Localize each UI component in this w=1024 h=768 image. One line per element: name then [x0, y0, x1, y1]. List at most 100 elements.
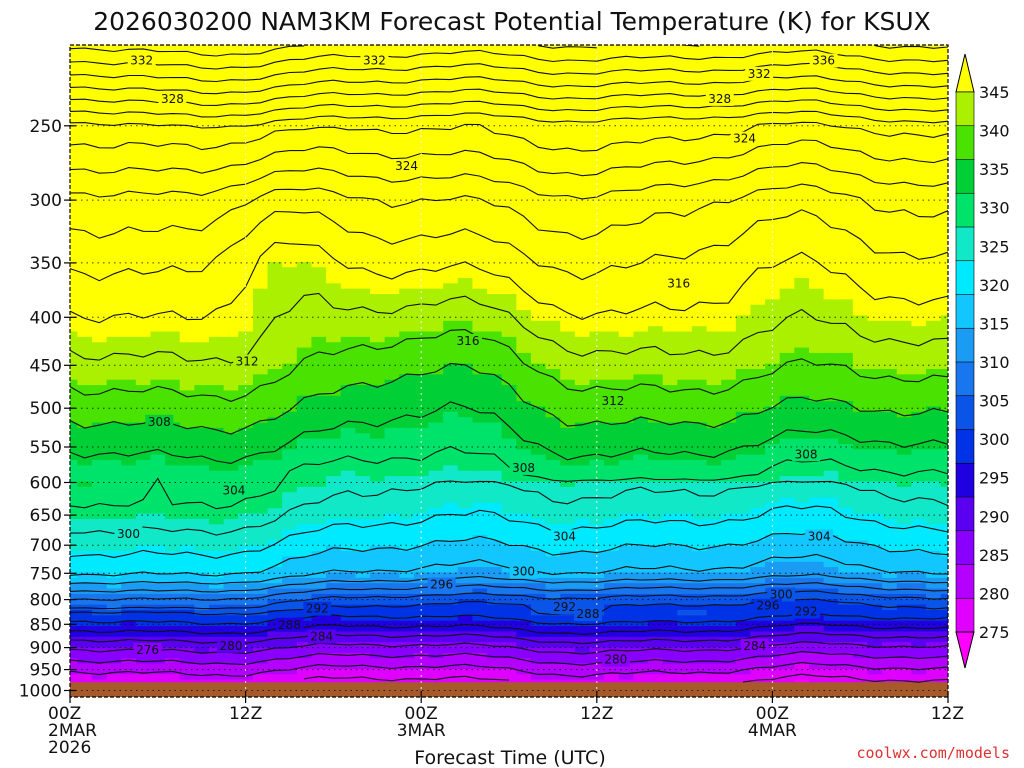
contour-band	[779, 497, 795, 536]
contour-band	[501, 583, 517, 595]
contour-band	[633, 583, 649, 595]
contour-band	[399, 551, 415, 579]
contour-band	[721, 45, 737, 333]
contour-band	[618, 679, 634, 685]
contour-band	[706, 604, 722, 627]
isentrope-280	[70, 651, 948, 666]
contour-band	[121, 593, 137, 606]
contour-band	[589, 331, 605, 381]
contour-band	[487, 604, 503, 622]
contour-band	[735, 674, 752, 685]
contour-band	[91, 604, 108, 616]
contour-band	[296, 486, 313, 525]
contour-label-text: 328	[161, 92, 184, 106]
contour-band	[443, 363, 459, 413]
contour-band	[648, 593, 664, 606]
colorbar-bottom-arrow	[955, 631, 975, 669]
contour-band	[252, 615, 269, 627]
contour-band	[648, 620, 664, 638]
contour-band	[326, 668, 342, 685]
contour-band	[223, 572, 239, 584]
contour-band	[940, 668, 948, 685]
contour-band	[355, 631, 371, 643]
contour-band	[384, 572, 400, 584]
contour-band	[896, 486, 913, 525]
contour-band	[589, 379, 605, 424]
contour-label: 300	[509, 564, 538, 579]
contour-band	[721, 481, 737, 515]
contour-band	[296, 620, 313, 633]
contour-band	[808, 626, 825, 643]
contour-band	[560, 679, 576, 685]
contour-band	[779, 288, 795, 354]
contour-band	[340, 652, 356, 670]
contour-label: 292	[792, 604, 821, 619]
contour-band	[179, 518, 195, 547]
contour-band	[911, 604, 927, 622]
contour-band	[428, 470, 444, 509]
contour-band	[662, 460, 678, 483]
contour-band	[121, 620, 137, 638]
contour-band	[926, 610, 942, 622]
contour-label: 276	[133, 642, 162, 657]
contour-band	[604, 636, 620, 649]
x-tick-label: 3MAR	[397, 721, 446, 741]
contour-band	[574, 336, 591, 386]
contour-band	[691, 647, 708, 665]
isentrope-328	[70, 110, 948, 129]
contour-band	[779, 631, 795, 643]
contour-band	[209, 626, 225, 638]
contour-label: 304	[219, 483, 248, 498]
contour-band	[165, 465, 181, 520]
contour-band	[604, 593, 620, 606]
contour-band	[428, 668, 444, 685]
contour-band	[735, 513, 752, 547]
contour-label-bg	[233, 354, 262, 369]
contour-band	[691, 422, 708, 461]
colorbar-swatch	[955, 192, 975, 228]
contour-band	[852, 668, 869, 685]
contour-label-text: 292	[795, 605, 818, 619]
contour-band	[150, 610, 166, 627]
contour-band	[530, 577, 547, 584]
contour-band	[735, 572, 752, 584]
contour-band	[867, 658, 883, 675]
contour-label: 324	[392, 159, 421, 174]
contour-band	[779, 652, 795, 670]
contour-band	[501, 658, 517, 670]
contour-label-bg	[303, 601, 332, 616]
contour-band	[369, 342, 386, 386]
contour-band	[501, 604, 517, 622]
contour-band	[516, 636, 532, 649]
contour-label: 336	[809, 53, 838, 68]
contour-band	[896, 454, 913, 488]
contour-band	[838, 604, 854, 622]
contour-band	[765, 406, 781, 445]
x-tick-label: 2MAR	[48, 721, 97, 741]
contour-band	[750, 658, 766, 670]
contour-band	[428, 642, 444, 659]
contour-band	[311, 593, 327, 606]
contour-band	[706, 518, 722, 547]
isentrope-292	[70, 590, 948, 610]
contour-band	[428, 331, 444, 375]
y-tick-label: 250	[30, 117, 62, 137]
contour-band	[296, 556, 313, 579]
contour-band	[194, 679, 210, 685]
contour-band	[823, 631, 839, 643]
contour-band	[560, 626, 576, 638]
contour-band	[296, 658, 313, 670]
contour-band	[267, 631, 283, 649]
contour-band	[355, 433, 371, 477]
contour-label-bg	[792, 604, 821, 619]
contour-band	[413, 620, 430, 633]
contour-band	[926, 320, 942, 370]
contour-band	[926, 620, 942, 633]
contour-band	[721, 604, 737, 627]
contour-band	[867, 481, 883, 515]
contour-band	[926, 577, 942, 590]
contour-band	[896, 620, 913, 633]
contour-band	[882, 551, 898, 579]
contour-band	[940, 45, 948, 317]
contour-label: 292	[303, 601, 332, 616]
